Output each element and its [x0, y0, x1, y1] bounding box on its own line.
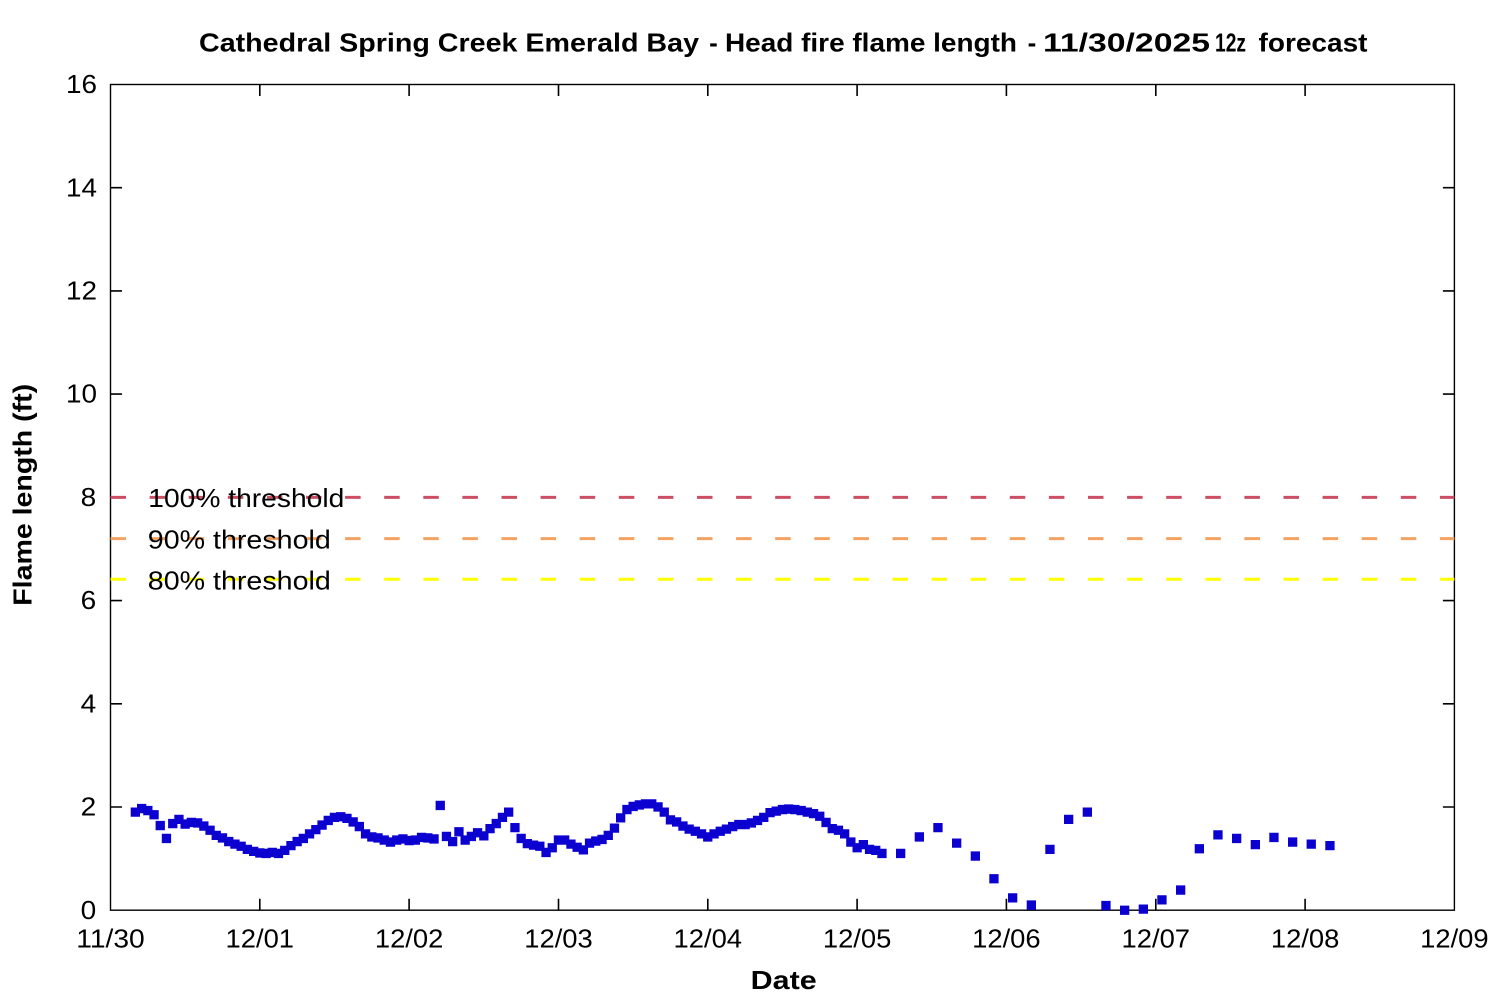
svg-text:4: 4	[81, 688, 97, 718]
svg-text:12/05: 12/05	[823, 923, 892, 953]
svg-text:12z: 12z	[1215, 28, 1246, 58]
svg-text:12/09: 12/09	[1420, 923, 1489, 953]
svg-text:Head fire flame length: Head fire flame length	[725, 28, 1017, 58]
svg-text:0: 0	[81, 895, 97, 925]
svg-text:-: -	[1028, 28, 1037, 58]
svg-text:12/06: 12/06	[972, 923, 1041, 953]
svg-text:14: 14	[66, 172, 97, 202]
svg-text:90% threshold: 90% threshold	[148, 525, 331, 555]
svg-text:6: 6	[81, 585, 97, 615]
svg-text:80% threshold: 80% threshold	[148, 566, 331, 596]
svg-text:11/30/2025: 11/30/2025	[1043, 28, 1210, 58]
svg-text:10: 10	[66, 379, 97, 409]
svg-text:2: 2	[81, 792, 97, 822]
svg-text:12/03: 12/03	[524, 923, 593, 953]
svg-text:Cathedral Spring Creek Emerald: Cathedral Spring Creek Emerald Bay	[199, 28, 700, 58]
svg-text:100% threshold: 100% threshold	[148, 483, 344, 513]
svg-text:forecast: forecast	[1259, 28, 1368, 58]
svg-text:12/02: 12/02	[375, 923, 444, 953]
svg-text:12/07: 12/07	[1122, 923, 1191, 953]
svg-text:8: 8	[81, 482, 97, 512]
svg-text:12: 12	[66, 276, 97, 306]
svg-text:Date: Date	[751, 965, 817, 995]
svg-text:11/30: 11/30	[76, 923, 145, 953]
svg-text:12/01: 12/01	[226, 923, 295, 953]
svg-text:16: 16	[66, 69, 97, 99]
svg-text:12/04: 12/04	[674, 923, 743, 953]
svg-text:12/08: 12/08	[1271, 923, 1340, 953]
svg-text:-: -	[709, 28, 718, 58]
svg-text:Flame length (ft): Flame length (ft)	[8, 384, 38, 606]
